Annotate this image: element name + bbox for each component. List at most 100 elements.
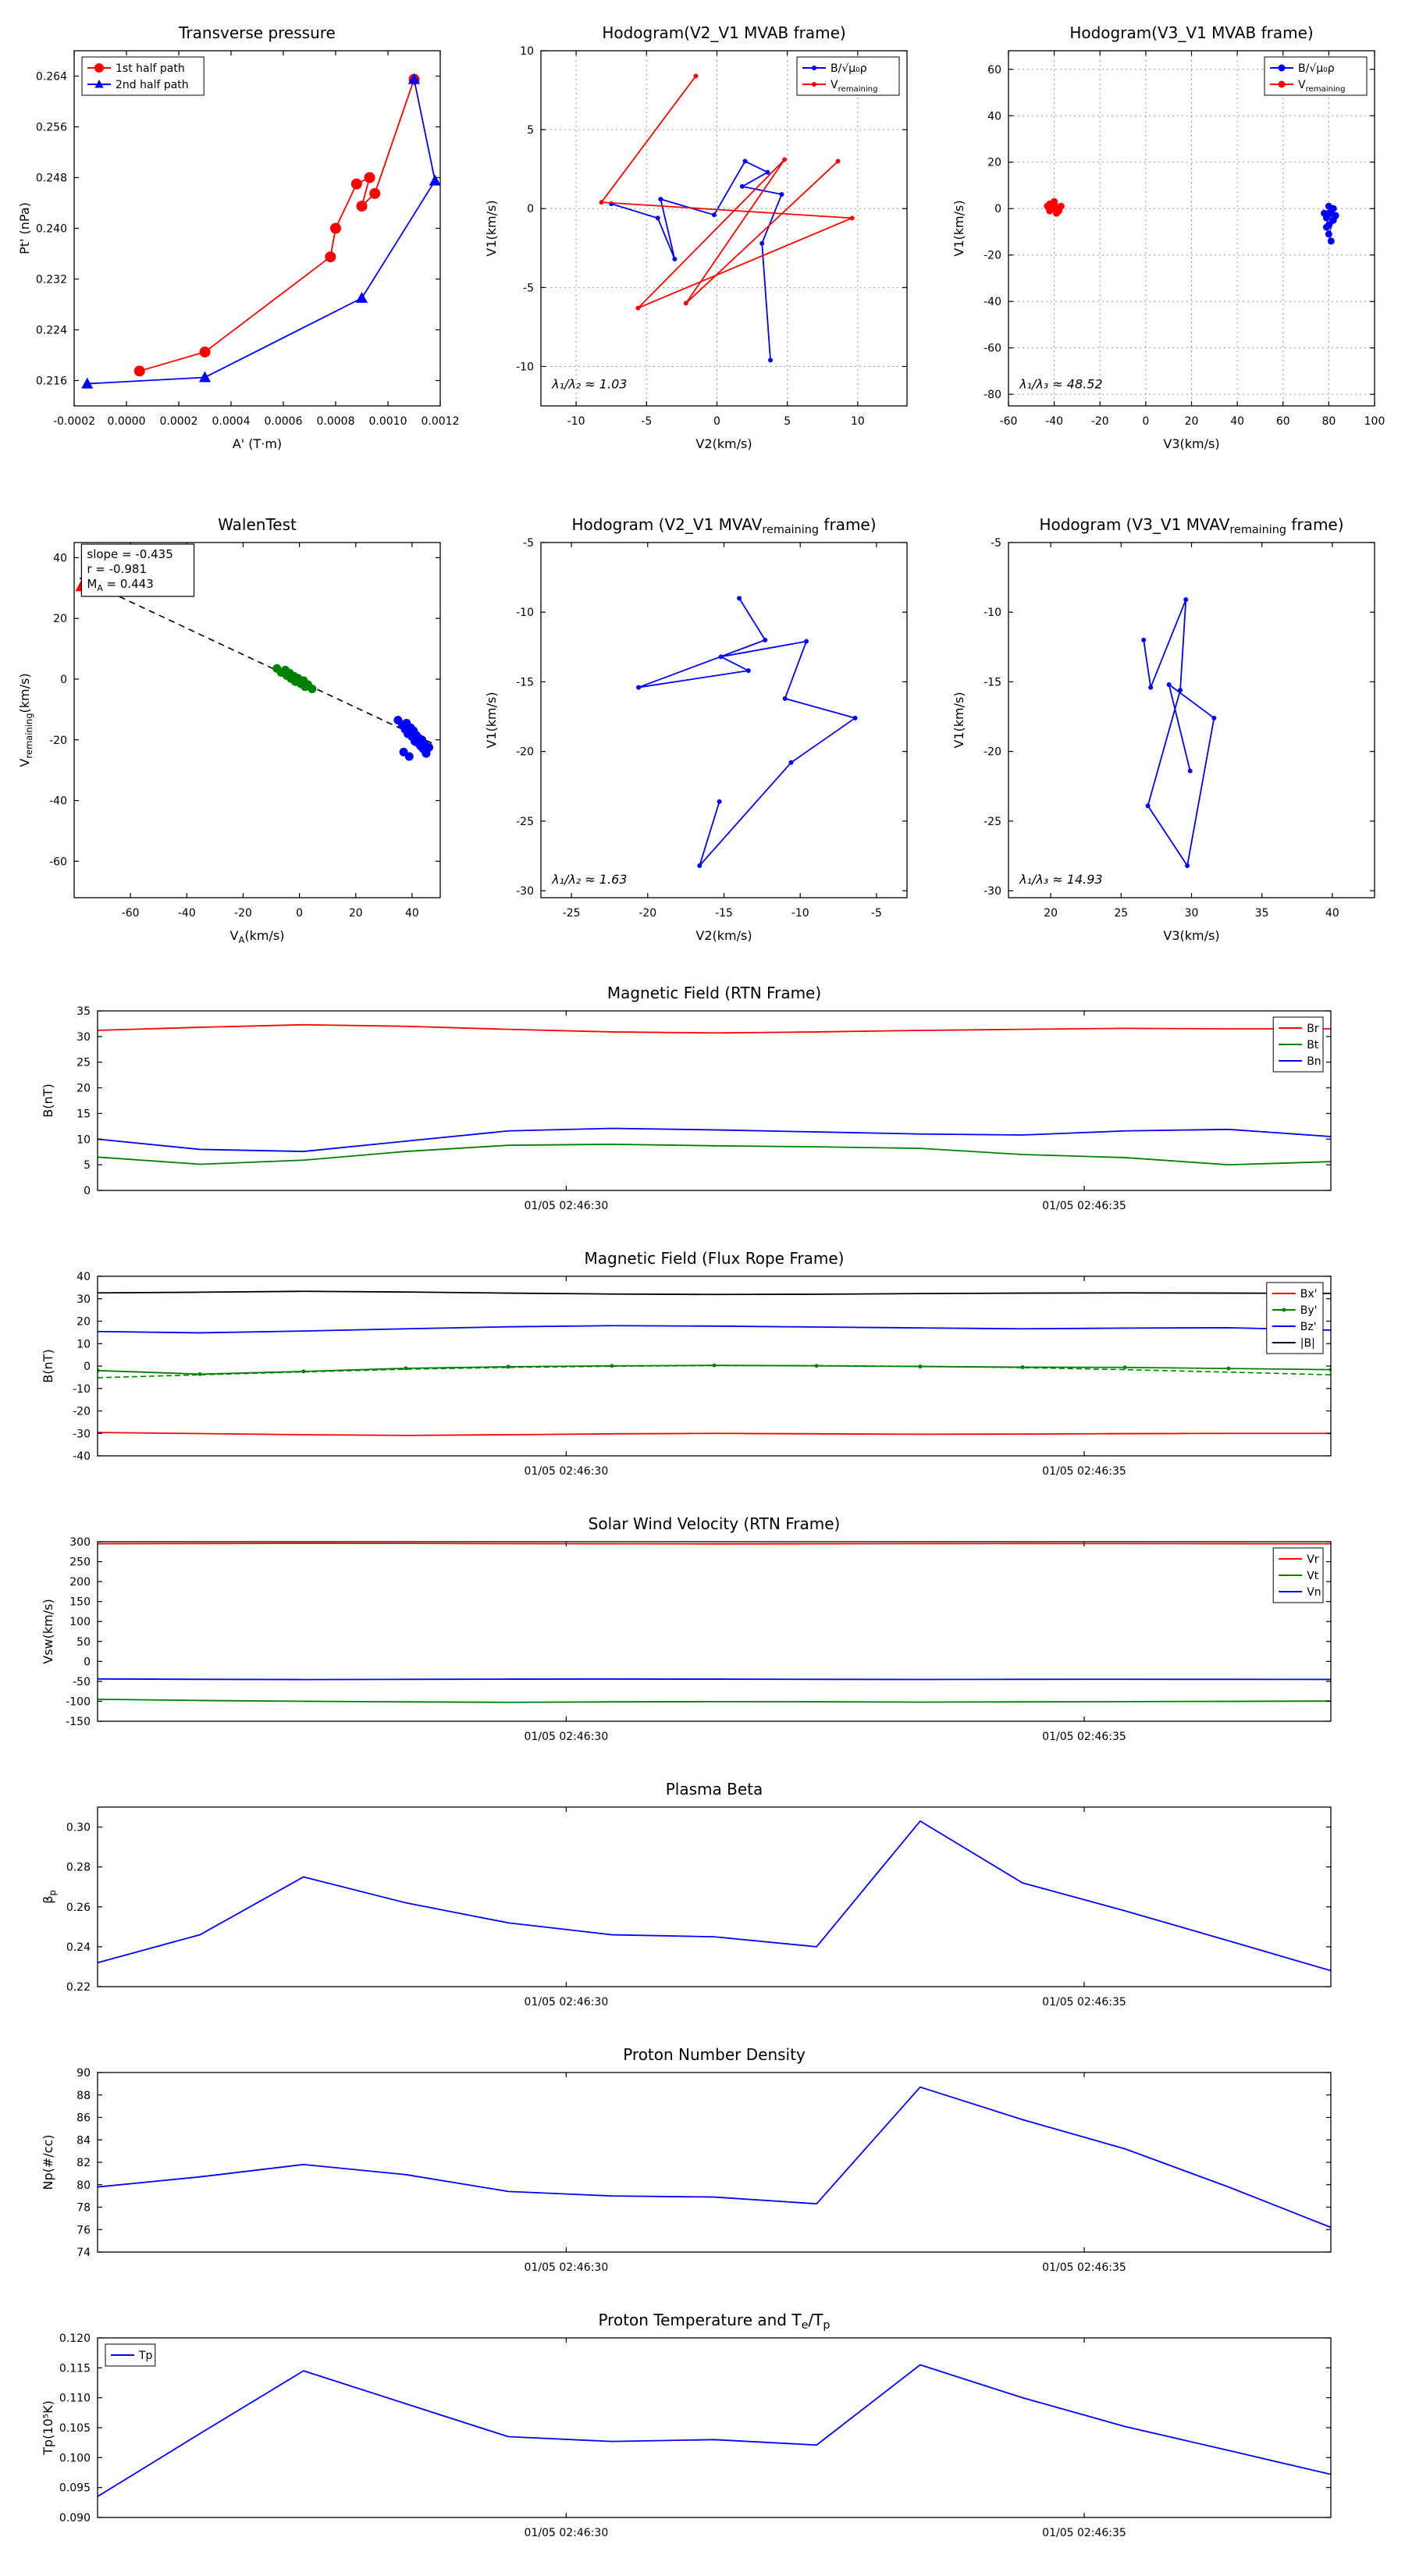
svg-text:84: 84: [76, 2134, 91, 2147]
series-beta: [98, 1820, 1331, 1972]
svg-text:10: 10: [851, 415, 865, 428]
svg-text:60: 60: [1276, 415, 1290, 428]
svg-text:40: 40: [987, 110, 1001, 123]
y-tick-labels: -30 -25 -20 -15 -10 -5: [984, 537, 1001, 898]
svg-text:30: 30: [76, 1293, 91, 1306]
panel-title: Magnetic Field (Flux Rope Frame): [585, 1249, 845, 1268]
svg-text:-25: -25: [516, 816, 534, 828]
series-b: [98, 1290, 1331, 1296]
panel-title: Hodogram(V3_V1 MVAB frame): [1069, 23, 1313, 42]
svg-text:01/05 02:46:30: 01/05 02:46:30: [525, 1996, 609, 2008]
y-axis-label: Tp(10⁵K): [41, 2400, 55, 2456]
axes-frame: [73, 542, 441, 898]
svg-text:-20: -20: [984, 250, 1001, 262]
svg-text:0.0008: 0.0008: [317, 415, 355, 428]
panel-title: Solar Wind Velocity (RTN Frame): [589, 1514, 841, 1533]
svg-text:-15: -15: [984, 676, 1001, 688]
svg-text:-10: -10: [73, 1383, 91, 1396]
x-tick-labels: -60 -40 -20 0 20 40 60 80 100: [1000, 415, 1385, 428]
svg-text:80: 80: [76, 2179, 91, 2192]
series-layer: [1141, 597, 1217, 868]
y-axis-label: B(nT): [41, 1349, 55, 1382]
svg-text:78: 78: [76, 2202, 91, 2215]
svg-text:20: 20: [53, 613, 67, 625]
series-bn: [98, 1127, 1331, 1152]
svg-text:0.264: 0.264: [36, 71, 67, 84]
svg-text:-5: -5: [871, 907, 882, 920]
svg-text:-20: -20: [638, 907, 656, 920]
x-tick-labels: -25 -20 -15 -10 -5: [563, 907, 882, 920]
svg-text:-5: -5: [991, 537, 1001, 550]
series-np: [98, 2086, 1331, 2229]
svg-text:01/05 02:46:35: 01/05 02:46:35: [1042, 1200, 1126, 1212]
panel-proton-temperature: 01/05 02:46:30 01/05 02:46:350.0900.0950.…: [41, 2311, 1332, 2539]
svg-text:01/05 02:46:30: 01/05 02:46:30: [525, 1465, 609, 1478]
axes-frame: [97, 2337, 1332, 2518]
svg-text:100: 100: [1364, 415, 1385, 428]
svg-text:40: 40: [1230, 415, 1244, 428]
panel-title: Magnetic Field (RTN Frame): [607, 984, 821, 1002]
legend: Tp: [105, 2343, 156, 2367]
y-tick-labels: 0.090 0.095 0.100 0.105 0.110 0.115 0.120: [59, 2332, 91, 2524]
svg-text:300: 300: [69, 1536, 91, 1549]
ticks: [541, 50, 907, 406]
svg-text:Vr: Vr: [1307, 1553, 1319, 1566]
svg-text:-20: -20: [516, 746, 534, 759]
series-v-remaining: [1141, 597, 1217, 868]
svg-text:20: 20: [1044, 907, 1058, 920]
svg-text:30: 30: [76, 1031, 91, 1044]
x-axis-label: V2(km/s): [695, 928, 752, 943]
svg-text:0.0006: 0.0006: [265, 415, 303, 428]
svg-text:01/05 02:46:35: 01/05 02:46:35: [1042, 1731, 1126, 1743]
svg-text:-150: -150: [66, 1716, 91, 1728]
svg-text:82: 82: [76, 2157, 91, 2169]
svg-text:0.100: 0.100: [59, 2452, 91, 2464]
ticks: [98, 1010, 1331, 1191]
ticks: [1008, 542, 1375, 898]
svg-text:0.30: 0.30: [66, 1822, 91, 1834]
series-layer: [98, 1542, 1331, 1703]
svg-text:-60: -60: [984, 343, 1001, 355]
series-layer: [81, 73, 440, 389]
svg-text:35: 35: [76, 1005, 91, 1018]
series-v-remaining: [1044, 197, 1065, 217]
series-b: [609, 158, 784, 363]
svg-text:01/05 02:46:30: 01/05 02:46:30: [525, 1731, 609, 1743]
svg-text:5: 5: [527, 124, 534, 137]
svg-text:-10: -10: [516, 607, 534, 619]
svg-text:-10: -10: [567, 415, 585, 428]
svg-text:-10: -10: [516, 361, 534, 373]
svg-text:20: 20: [76, 1316, 91, 1329]
svg-text:0: 0: [994, 203, 1001, 215]
series-v-remaining: [636, 596, 858, 868]
svg-text:0.0004: 0.0004: [212, 415, 251, 428]
series-layer: [599, 73, 855, 363]
svg-text:Vn: Vn: [1307, 1586, 1321, 1599]
svg-text:-5: -5: [523, 282, 534, 294]
svg-text:86: 86: [76, 2112, 91, 2125]
panel-title: Hodogram (V2_V1 MVAVremaining frame): [571, 515, 876, 536]
ticks: [98, 1276, 1331, 1457]
svg-text:-10: -10: [984, 607, 1001, 619]
series-first-half: [272, 664, 317, 693]
svg-text:20: 20: [987, 157, 1001, 169]
svg-text:1st half path: 1st half path: [116, 62, 185, 75]
axes-frame: [97, 2072, 1332, 2253]
svg-text:-100: -100: [66, 1695, 91, 1708]
series-1st-half-path: [133, 73, 420, 377]
series-br: [98, 1023, 1331, 1034]
svg-text:20: 20: [76, 1083, 91, 1095]
svg-text:0.095: 0.095: [59, 2482, 91, 2495]
svg-text:-15: -15: [516, 676, 534, 688]
series-layer: [98, 2086, 1331, 2229]
legend: Vr Vt Vn: [1272, 1547, 1324, 1603]
svg-text:-25: -25: [984, 816, 1001, 828]
series-bt: [98, 1143, 1331, 1166]
svg-text:-30: -30: [984, 885, 1001, 898]
svg-text:|B|: |B|: [1300, 1337, 1315, 1350]
axes-frame: [97, 1541, 1332, 1722]
svg-text:0: 0: [84, 1361, 91, 1373]
y-axis-label: V1(km/s): [951, 200, 966, 256]
panel-proton-density: 01/05 02:46:30 01/05 02:46:35 74 76 78 80 82 84…: [41, 2045, 1332, 2274]
